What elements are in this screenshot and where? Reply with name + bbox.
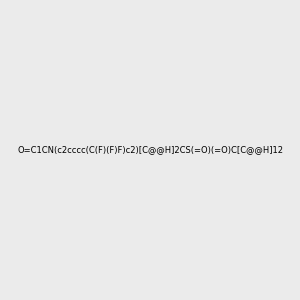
Text: O=C1CN(c2cccc(C(F)(F)F)c2)[C@@H]2CS(=O)(=O)C[C@@H]12: O=C1CN(c2cccc(C(F)(F)F)c2)[C@@H]2CS(=O)(… [17,146,283,154]
